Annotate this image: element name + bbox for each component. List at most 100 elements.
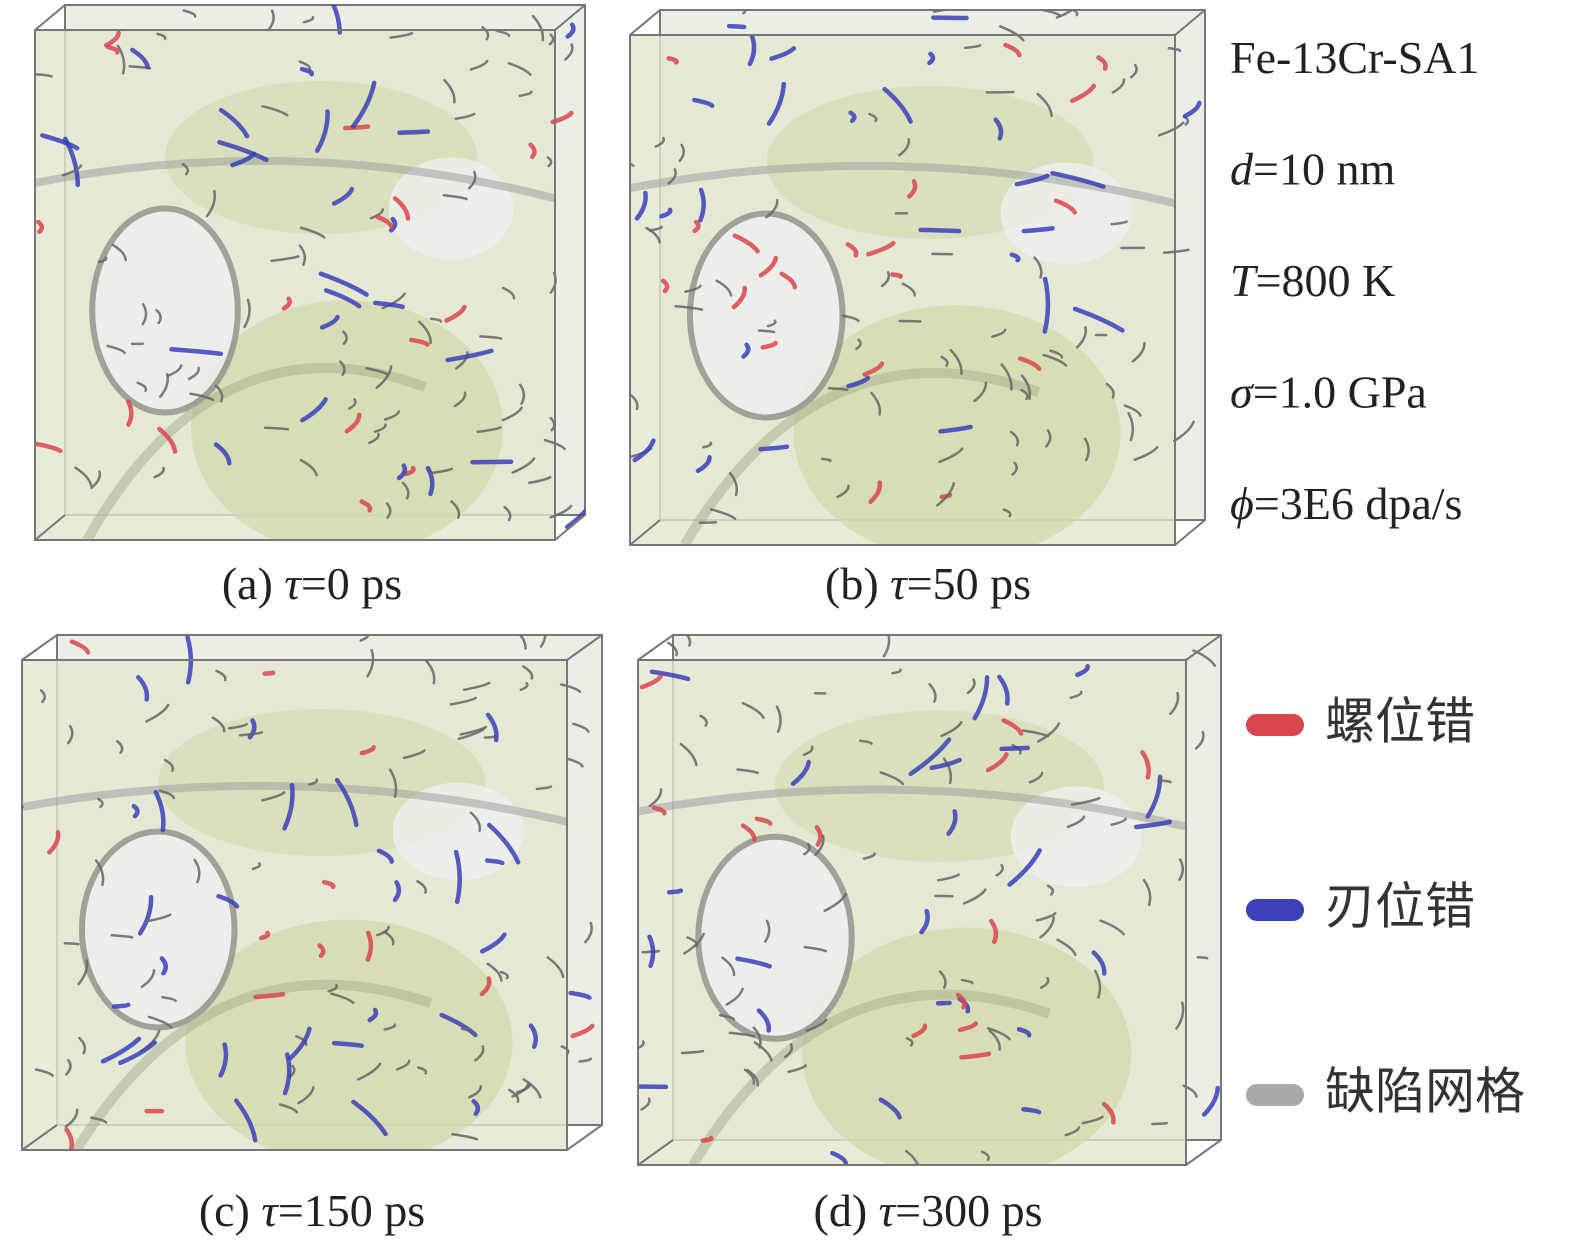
box-edge [34, 514, 66, 541]
defect-line [455, 351, 469, 370]
defect-line [802, 745, 814, 757]
box-front [629, 34, 1176, 546]
defect-line [735, 956, 772, 969]
box-edge [554, 514, 586, 541]
defect-line [261, 791, 286, 802]
defect-line [986, 1026, 1011, 1041]
defect-line [381, 292, 406, 310]
box-edge [629, 9, 661, 36]
defect-line [243, 298, 251, 329]
defect-line [453, 391, 467, 408]
defect-line [678, 143, 685, 163]
defect-line [375, 925, 390, 937]
defect-line [654, 136, 665, 148]
defect-line [459, 725, 488, 736]
defect-line [648, 225, 663, 232]
defect-line [667, 168, 677, 185]
defect-line [784, 1043, 794, 1059]
defect-line [741, 701, 765, 719]
defect-line [401, 481, 410, 500]
defect-line [166, 364, 183, 377]
defect-line [90, 1116, 108, 1124]
defect-line [699, 714, 708, 727]
defect-line [298, 60, 312, 71]
defect-line [907, 179, 918, 199]
defect-line [161, 995, 177, 1003]
defect-line [299, 66, 314, 77]
box-edge [1174, 519, 1206, 546]
defect-line [511, 457, 536, 474]
defect-line [995, 863, 1004, 877]
defect-line [281, 296, 293, 311]
defect-line [63, 941, 80, 946]
defect-line [373, 423, 387, 433]
defect-line [471, 1098, 481, 1116]
defect-line [1169, 691, 1180, 716]
defect-line [36, 219, 45, 235]
defect-line [870, 391, 882, 416]
defect-line [651, 805, 667, 816]
defect-line [962, 888, 987, 905]
box-edge [21, 634, 58, 661]
defect-line [649, 669, 691, 682]
defect-line [891, 668, 902, 675]
defect-line [1066, 815, 1086, 829]
defect-line [757, 329, 776, 334]
defect-line [927, 51, 936, 66]
defect-line [790, 759, 811, 786]
box-edge [637, 634, 674, 661]
defect-line [479, 932, 507, 954]
defect-line [1020, 374, 1032, 400]
defect-line [640, 1097, 651, 1111]
defect-line [999, 745, 1030, 752]
defect-line [963, 44, 982, 50]
caption-symbol: τ [261, 1185, 279, 1236]
defect-line [213, 442, 232, 466]
defect-line [936, 482, 956, 507]
defect-line [424, 659, 436, 685]
defect-line [728, 1031, 756, 1038]
boundary [72, 979, 433, 1150]
defect-line [481, 26, 490, 41]
defect-line [879, 771, 905, 786]
defect-line [742, 10, 747, 15]
defect-line [758, 444, 790, 452]
defect-line [1017, 356, 1042, 371]
defect-line [1028, 771, 1044, 784]
defect-line [318, 271, 369, 297]
defect-line [302, 15, 315, 24]
defect-line [1070, 83, 1097, 104]
defect-line [230, 151, 257, 168]
defect-line [216, 894, 240, 909]
defect-line [136, 381, 148, 392]
box-edge [629, 519, 661, 546]
defect-line [1178, 858, 1185, 881]
defect-line [383, 410, 401, 421]
defect-line [775, 705, 782, 733]
defect-line [1075, 663, 1090, 678]
defect-line [686, 936, 699, 948]
defect-line [443, 79, 456, 104]
defect-line [97, 797, 104, 809]
defect-line [376, 848, 395, 864]
defect-line [966, 678, 976, 695]
defect-line [1041, 10, 1062, 17]
defect-line [1096, 55, 1108, 71]
defect-line [342, 330, 348, 345]
defect-line [1070, 10, 1079, 17]
defect-line [416, 880, 427, 894]
defect-line [365, 367, 389, 376]
box-edge [1174, 9, 1206, 36]
defect-line [980, 1150, 990, 1162]
defect-line [74, 466, 93, 487]
grain [802, 927, 1132, 1165]
defect-line [698, 187, 706, 223]
caption-symbol: τ [879, 1185, 897, 1236]
defect-line [169, 347, 224, 357]
defect-line [343, 124, 371, 131]
defect-line [841, 314, 860, 323]
defect-line [153, 790, 166, 833]
defect-line [568, 990, 592, 1000]
defect-line [972, 675, 990, 721]
defect-line [1072, 306, 1125, 333]
